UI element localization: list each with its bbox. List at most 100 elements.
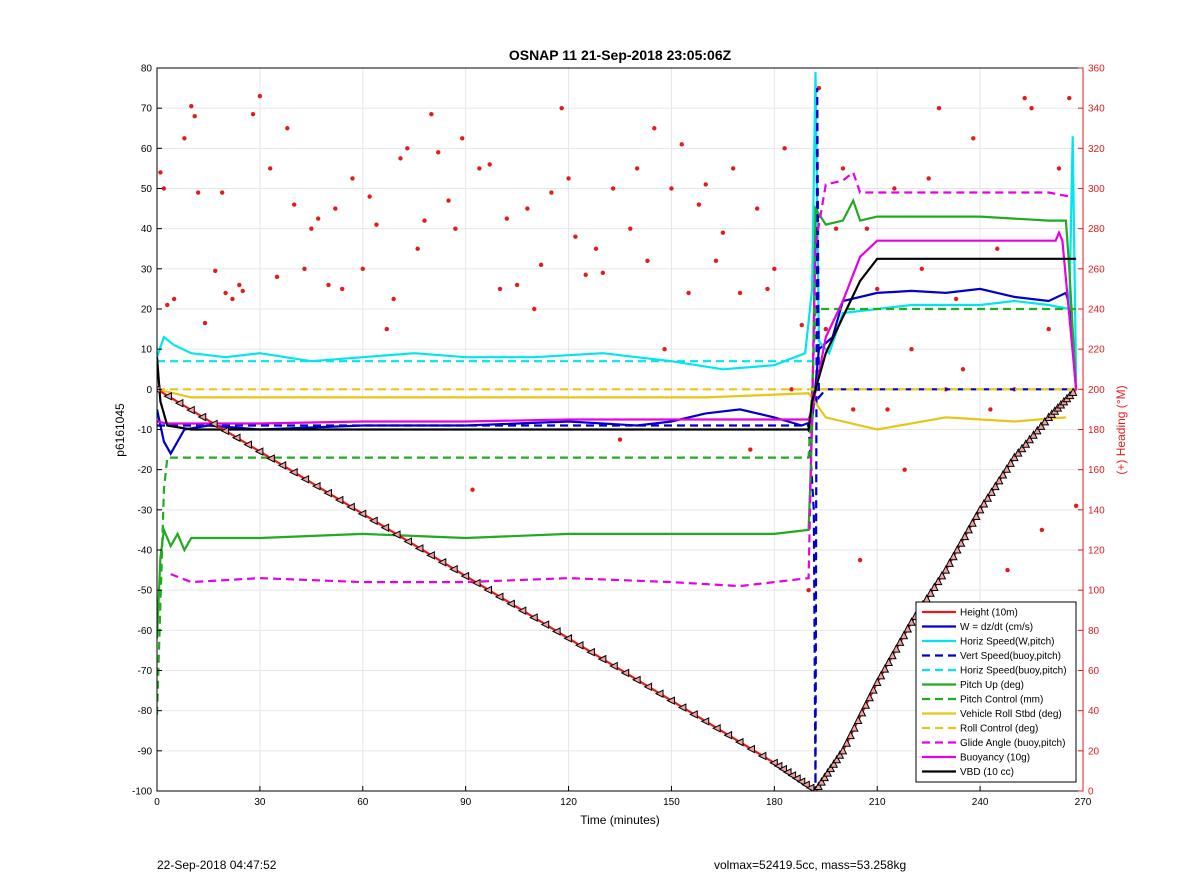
y2-tick-label: 140 [1088, 505, 1105, 516]
heading-point [679, 142, 684, 147]
heading-point [453, 226, 458, 231]
heading-point [909, 346, 914, 352]
height-marker [174, 398, 184, 408]
y2-tick-label: 40 [1088, 706, 1100, 717]
heading-point [754, 206, 760, 211]
legend-label: VBD (10 cc) [960, 767, 1014, 778]
height-marker [391, 530, 401, 539]
height-marker [369, 516, 378, 526]
height-marker [796, 777, 806, 786]
heading-point [436, 150, 441, 155]
heading-point [840, 166, 846, 171]
heading-point [415, 246, 420, 251]
height-marker [734, 737, 744, 747]
heading-point [566, 176, 571, 181]
y2-tick-label: 20 [1088, 746, 1100, 757]
height-marker [517, 606, 527, 616]
footer-timestamp: 22-Sep-2018 04:47:52 [157, 858, 277, 872]
height-marker [506, 599, 515, 609]
height-marker [597, 654, 607, 664]
y-tick-label: -10 [138, 425, 153, 436]
plot-area [157, 71, 1079, 791]
legend-box [915, 601, 1077, 783]
heading-point [350, 176, 355, 181]
heading-point [628, 226, 633, 231]
height-marker [778, 764, 787, 774]
heading-point [309, 226, 314, 231]
height-marker [677, 703, 687, 712]
height-marker [483, 585, 493, 595]
heading-point [291, 202, 297, 207]
series-line [157, 88, 1077, 791]
heading-point [161, 186, 167, 191]
height-marker [231, 433, 241, 443]
heading-point [885, 407, 890, 412]
y-tick-label: 30 [141, 264, 153, 275]
heading-point [374, 222, 379, 227]
height-marker [563, 634, 573, 643]
heading-point [593, 246, 599, 251]
heading-point [765, 286, 770, 292]
y-tick-label: 70 [141, 104, 153, 115]
height-marker [933, 576, 943, 586]
heading-point [532, 306, 537, 312]
y-tick-label: 60 [141, 144, 153, 155]
heading-point [662, 346, 667, 352]
legend: Height (10m) W = dz/dt (cm/s) Horiz Speed(… [915, 601, 1077, 783]
heading-point [720, 230, 726, 235]
heading-point [230, 296, 235, 302]
heading-point [195, 190, 201, 195]
heading-point [634, 166, 640, 171]
x-tick-label: 90 [460, 797, 472, 808]
heading-point [696, 202, 702, 207]
heading-point [610, 186, 616, 191]
heading-point [257, 93, 263, 99]
y-tick-label: 20 [141, 305, 153, 316]
height-marker [289, 468, 298, 477]
x-axis-label: Time (minutes) [580, 813, 660, 827]
height-marker [163, 391, 172, 401]
height-marker [1006, 458, 1015, 467]
legend-label: Vert Speed(buoy,pitch) [960, 651, 1061, 662]
x-tick-label: 270 [1075, 797, 1092, 808]
height-marker [689, 710, 698, 719]
x-tick-label: 0 [154, 797, 160, 808]
height-marker [712, 723, 721, 733]
heading-point [669, 186, 674, 191]
heading-point [158, 170, 163, 175]
height-marker [998, 469, 1008, 479]
heading-point [405, 146, 410, 151]
y2-tick-label: 60 [1088, 666, 1100, 677]
y2-tick-label: 320 [1088, 144, 1105, 155]
height-marker [632, 675, 641, 685]
heading-point [367, 194, 372, 199]
y2-tick-label: 100 [1088, 586, 1105, 597]
heading-point [645, 258, 650, 263]
heading-point [902, 467, 907, 472]
x-tick-label: 210 [869, 797, 886, 808]
legend-label: W = dz/dt (cm/s) [960, 622, 1033, 633]
axes: -100-90-80-70-60-50-40-30-20-10010203040… [132, 64, 1105, 809]
legend-label: Vehicle Roll Stbd (deg) [960, 709, 1062, 720]
heading-point [748, 447, 753, 452]
height-marker [300, 474, 310, 484]
height-marker [1021, 439, 1031, 448]
height-marker [971, 511, 981, 521]
height-marker [437, 557, 447, 567]
height-marker [884, 657, 893, 666]
heading-point [600, 270, 606, 276]
height-marker [805, 783, 815, 791]
heading-point [559, 105, 564, 111]
heading-point [192, 114, 197, 119]
height-marker [899, 630, 909, 640]
y-tick-label: -40 [138, 546, 153, 557]
series-line [157, 71, 1078, 382]
height-marker [964, 524, 973, 534]
heading-point [326, 282, 331, 288]
heading-point [799, 322, 804, 328]
height-marker [746, 744, 755, 754]
y-tick-label: 10 [141, 345, 153, 356]
height-marker [853, 715, 863, 724]
legend-label: Pitch Up (deg) [960, 680, 1024, 691]
height-marker [1068, 387, 1078, 396]
